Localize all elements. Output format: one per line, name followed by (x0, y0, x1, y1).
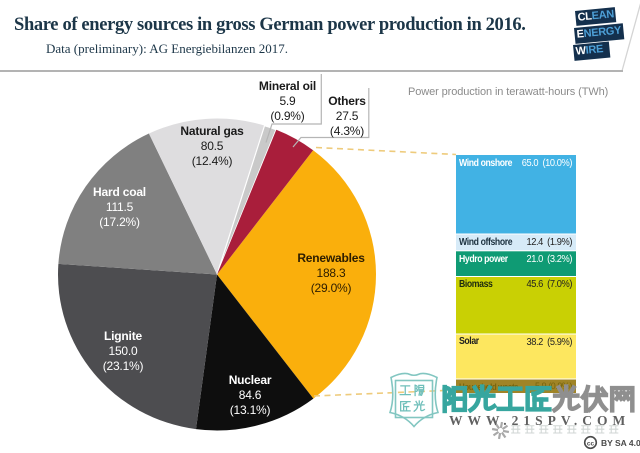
svg-text:BY SA 4.0: BY SA 4.0 (601, 438, 640, 448)
svg-text:cc: cc (587, 440, 595, 447)
